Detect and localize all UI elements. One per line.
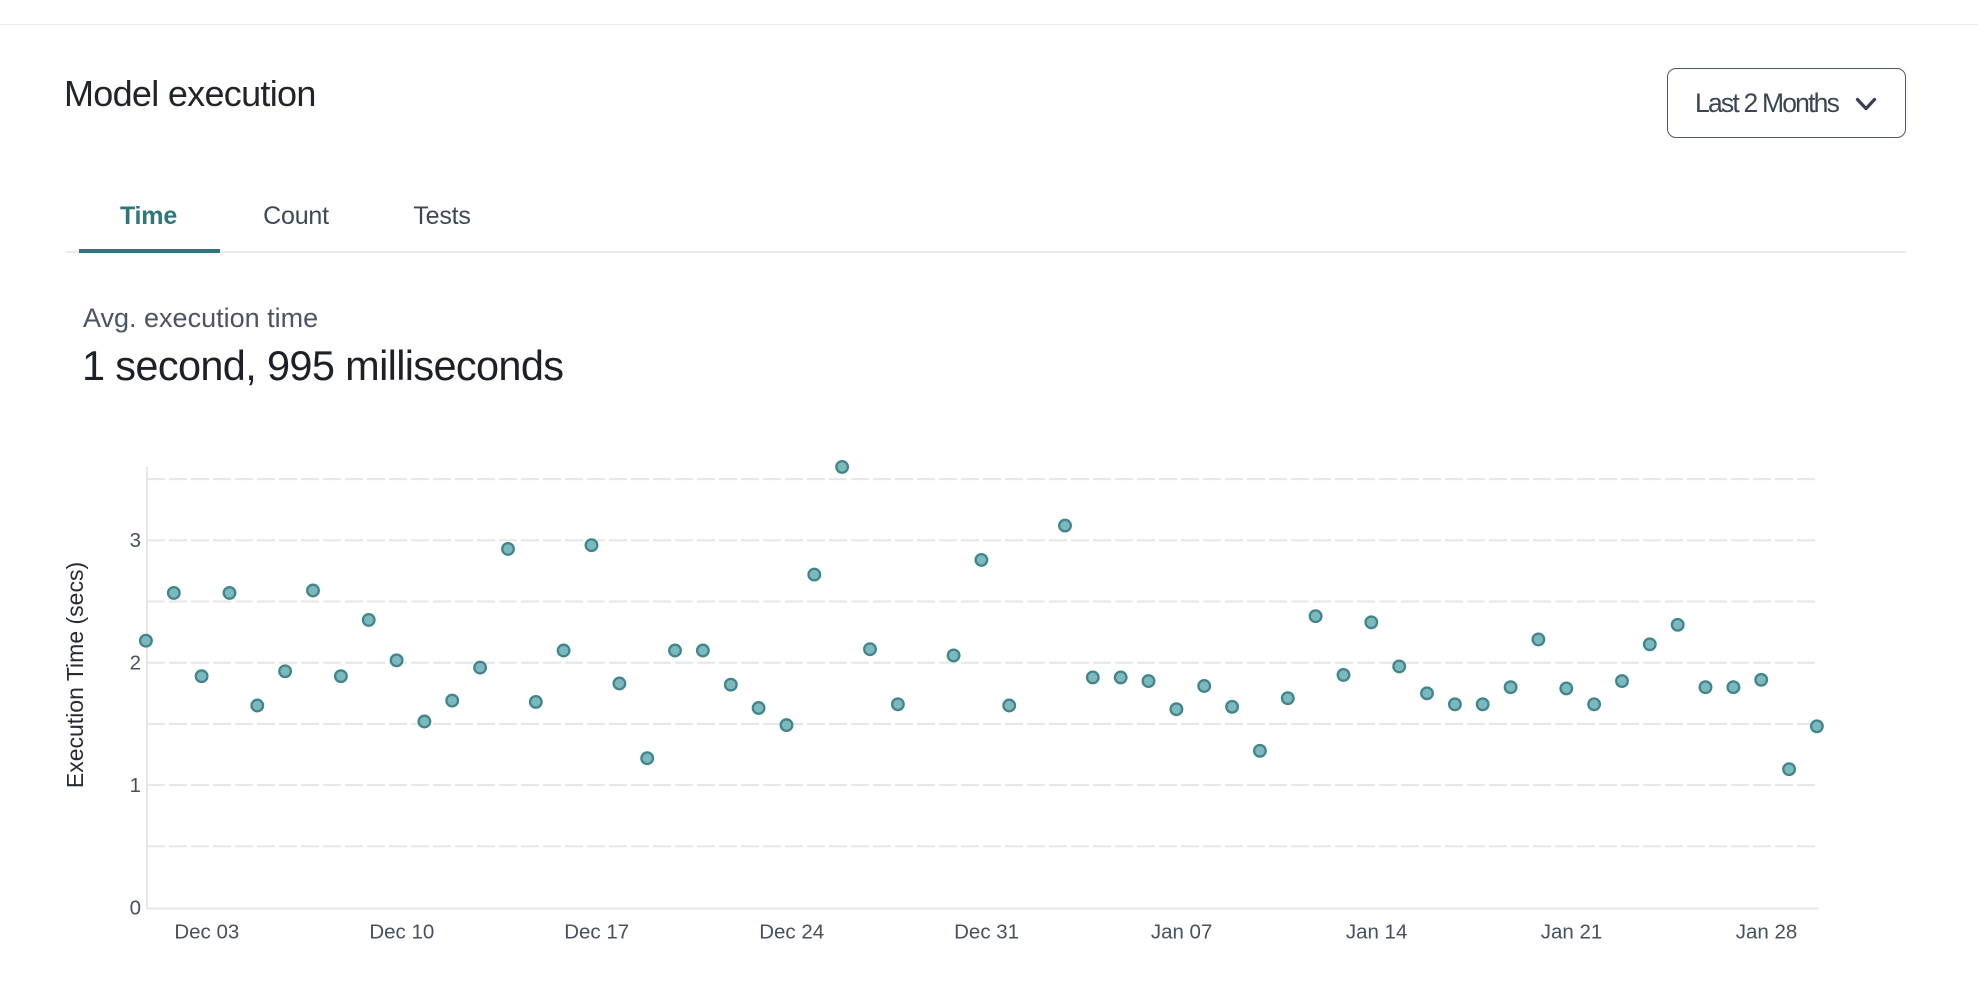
svg-text:Dec 10: Dec 10 [369, 921, 434, 944]
svg-text:Jan 21: Jan 21 [1541, 921, 1603, 944]
svg-text:Jan 14: Jan 14 [1346, 921, 1408, 944]
svg-text:Dec 24: Dec 24 [759, 921, 824, 944]
svg-text:Dec 31: Dec 31 [954, 921, 1019, 944]
svg-text:Execution Time (secs): Execution Time (secs) [62, 562, 88, 788]
svg-text:1: 1 [130, 774, 141, 797]
svg-text:2: 2 [130, 652, 141, 675]
svg-text:Jan 28: Jan 28 [1736, 921, 1798, 944]
svg-text:Dec 17: Dec 17 [564, 921, 629, 944]
svg-text:Dec 03: Dec 03 [174, 921, 239, 944]
svg-text:0: 0 [130, 897, 141, 920]
svg-text:3: 3 [130, 529, 141, 552]
svg-text:Jan 07: Jan 07 [1151, 921, 1213, 944]
